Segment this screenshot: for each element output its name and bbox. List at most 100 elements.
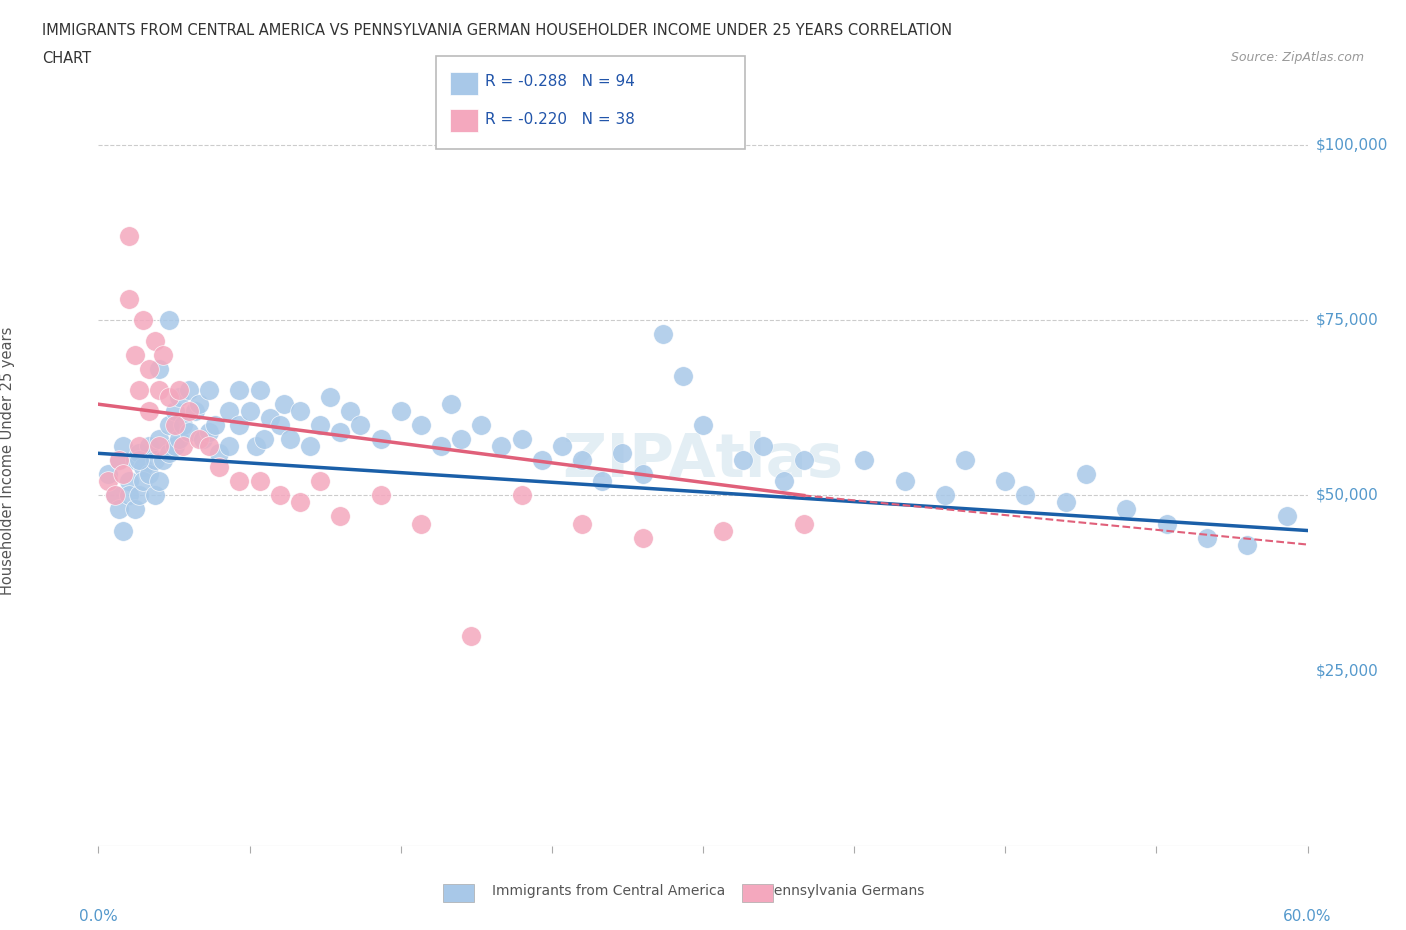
Point xyxy=(329,509,352,524)
Point xyxy=(208,445,231,460)
Text: $50,000: $50,000 xyxy=(1316,488,1378,503)
Point xyxy=(143,453,166,468)
Point xyxy=(733,453,755,468)
Point xyxy=(198,439,221,454)
Point xyxy=(269,488,291,503)
Text: Pennsylvania Germans: Pennsylvania Germans xyxy=(766,884,925,898)
Point xyxy=(651,326,673,341)
Point xyxy=(571,516,593,531)
Point xyxy=(188,397,211,412)
Point xyxy=(1156,516,1178,531)
Point xyxy=(111,439,134,454)
Point xyxy=(198,425,221,440)
Point xyxy=(692,418,714,432)
Point xyxy=(1195,530,1218,545)
Point xyxy=(853,453,876,468)
Point xyxy=(107,453,129,468)
Point xyxy=(132,312,155,327)
Point xyxy=(409,516,432,531)
Point xyxy=(163,439,186,454)
Point xyxy=(132,474,155,489)
Point xyxy=(177,383,201,398)
Point xyxy=(177,425,201,440)
Point xyxy=(934,488,956,503)
Point xyxy=(172,439,194,454)
Point xyxy=(143,334,166,349)
Point xyxy=(752,439,775,454)
Point xyxy=(450,432,472,446)
Point xyxy=(269,418,291,432)
Text: $25,000: $25,000 xyxy=(1316,663,1378,678)
Point xyxy=(124,348,146,363)
Point xyxy=(177,404,201,418)
Point xyxy=(157,418,180,432)
Point xyxy=(239,404,262,418)
Point xyxy=(893,474,915,489)
Point xyxy=(143,488,166,503)
Point xyxy=(1115,502,1137,517)
Point xyxy=(218,439,240,454)
Point xyxy=(711,523,734,538)
Point xyxy=(148,439,170,454)
Point xyxy=(128,383,150,398)
Text: Source: ZipAtlas.com: Source: ZipAtlas.com xyxy=(1230,51,1364,64)
Point xyxy=(253,432,276,446)
Point xyxy=(132,460,155,475)
Point xyxy=(193,432,215,446)
Point xyxy=(157,312,180,327)
Point xyxy=(631,467,654,482)
Point xyxy=(278,432,301,446)
Point xyxy=(118,474,141,489)
Point xyxy=(128,488,150,503)
Text: 60.0%: 60.0% xyxy=(1284,910,1331,924)
Point xyxy=(163,418,186,432)
Point xyxy=(167,390,190,405)
Point xyxy=(111,467,134,482)
Point xyxy=(152,453,174,468)
Point xyxy=(349,418,371,432)
Point xyxy=(172,418,194,432)
Point xyxy=(128,453,150,468)
Point xyxy=(152,348,174,363)
Point xyxy=(148,474,170,489)
Point xyxy=(793,516,815,531)
Text: ZIPAtlas: ZIPAtlas xyxy=(562,431,844,490)
Point xyxy=(259,411,281,426)
Point xyxy=(631,530,654,545)
Point xyxy=(1074,467,1097,482)
Point xyxy=(138,467,160,482)
Point xyxy=(460,629,482,644)
Point xyxy=(103,488,125,503)
Point xyxy=(953,453,976,468)
Point xyxy=(440,397,463,412)
Point xyxy=(329,425,352,440)
Point xyxy=(103,488,125,503)
Point xyxy=(430,439,453,454)
Point xyxy=(309,418,332,432)
Point xyxy=(148,383,170,398)
Point xyxy=(491,439,513,454)
Point xyxy=(128,439,150,454)
Text: R = -0.220   N = 38: R = -0.220 N = 38 xyxy=(485,112,636,126)
Point xyxy=(228,383,250,398)
Point xyxy=(370,432,392,446)
Point xyxy=(167,383,190,398)
Point xyxy=(409,418,432,432)
Point xyxy=(184,404,207,418)
Point xyxy=(124,502,146,517)
Point xyxy=(510,432,533,446)
Point xyxy=(188,432,211,446)
Point xyxy=(994,474,1017,489)
Text: $100,000: $100,000 xyxy=(1316,137,1388,153)
Point xyxy=(148,432,170,446)
Point xyxy=(793,453,815,468)
Point xyxy=(107,453,129,468)
Point xyxy=(339,404,361,418)
Point xyxy=(167,432,190,446)
Point xyxy=(228,418,250,432)
Point xyxy=(389,404,412,418)
Point xyxy=(571,453,593,468)
Point xyxy=(138,439,160,454)
Point xyxy=(148,362,170,377)
Point xyxy=(309,474,332,489)
